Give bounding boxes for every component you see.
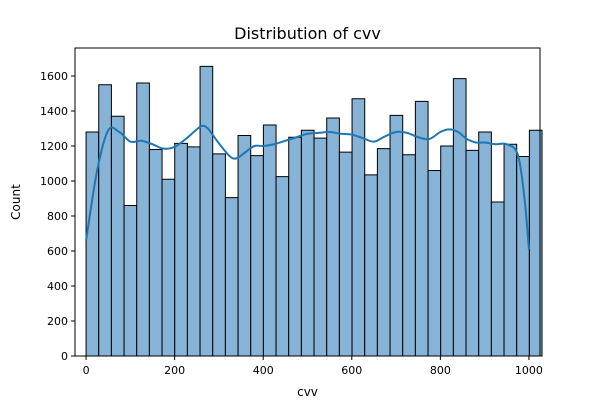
histogram-bar <box>123 205 138 357</box>
histogram-bar <box>275 176 290 357</box>
histogram-bar <box>503 143 518 357</box>
histogram-bar <box>148 149 163 357</box>
histogram-bar <box>313 137 328 357</box>
histogram-bar <box>136 82 150 357</box>
histogram-bar <box>338 151 353 357</box>
histogram-bar <box>402 154 416 357</box>
x-axis-label: cvv <box>297 385 318 399</box>
x-tick-label: 800 <box>430 364 451 377</box>
histogram-bar <box>161 178 176 357</box>
histogram-bar <box>224 197 239 357</box>
y-tick-label: 0 <box>61 350 68 363</box>
histogram-bar <box>288 136 302 357</box>
histogram-bar <box>300 129 315 357</box>
y-tick-label: 1000 <box>40 175 68 188</box>
y-tick-label: 200 <box>47 315 68 328</box>
histogram-bar <box>490 201 505 357</box>
y-tick-label: 400 <box>47 280 68 293</box>
histogram-bar <box>199 65 214 357</box>
plot-frame <box>74 47 541 357</box>
x-tick-label: 400 <box>253 364 274 377</box>
histogram-bars <box>85 65 543 357</box>
histogram-bar <box>452 78 467 357</box>
histogram-bar <box>440 145 454 357</box>
histogram-bar <box>250 155 264 357</box>
y-axis-ticks: 0 200 400 600 800 1000 1200 1400 1600 <box>40 70 75 363</box>
histogram-bar <box>465 149 480 357</box>
y-tick-label: 1200 <box>40 140 68 153</box>
histogram-bar <box>262 124 277 357</box>
histogram-bar <box>389 114 404 357</box>
x-tick-label: 0 <box>83 364 90 377</box>
x-tick-label: 200 <box>164 364 185 377</box>
histogram-bar <box>326 117 340 357</box>
histogram-bar <box>85 131 100 357</box>
x-tick-label: 600 <box>341 364 362 377</box>
histogram-bar <box>364 174 378 357</box>
histogram-bar <box>478 131 492 357</box>
histogram-bar <box>186 146 201 357</box>
histogram-bar <box>376 148 391 357</box>
x-axis-ticks: 0 200 400 600 800 1000 <box>83 356 543 377</box>
chart-title: Distribution of cvv <box>234 24 381 43</box>
histogram-bar <box>237 135 252 357</box>
histogram-bar <box>174 142 188 357</box>
x-tick-label: 1000 <box>515 364 543 377</box>
histogram-bar <box>98 84 112 357</box>
y-tick-label: 1600 <box>40 70 68 83</box>
y-tick-label: 800 <box>47 210 68 223</box>
histogram-bar <box>212 153 226 357</box>
y-tick-label: 1400 <box>40 105 68 118</box>
histogram-bar <box>427 170 442 357</box>
y-tick-label: 600 <box>47 245 68 258</box>
histogram-bar <box>110 115 125 357</box>
y-axis-label: Count <box>9 184 23 220</box>
kde-curve <box>85 124 530 250</box>
